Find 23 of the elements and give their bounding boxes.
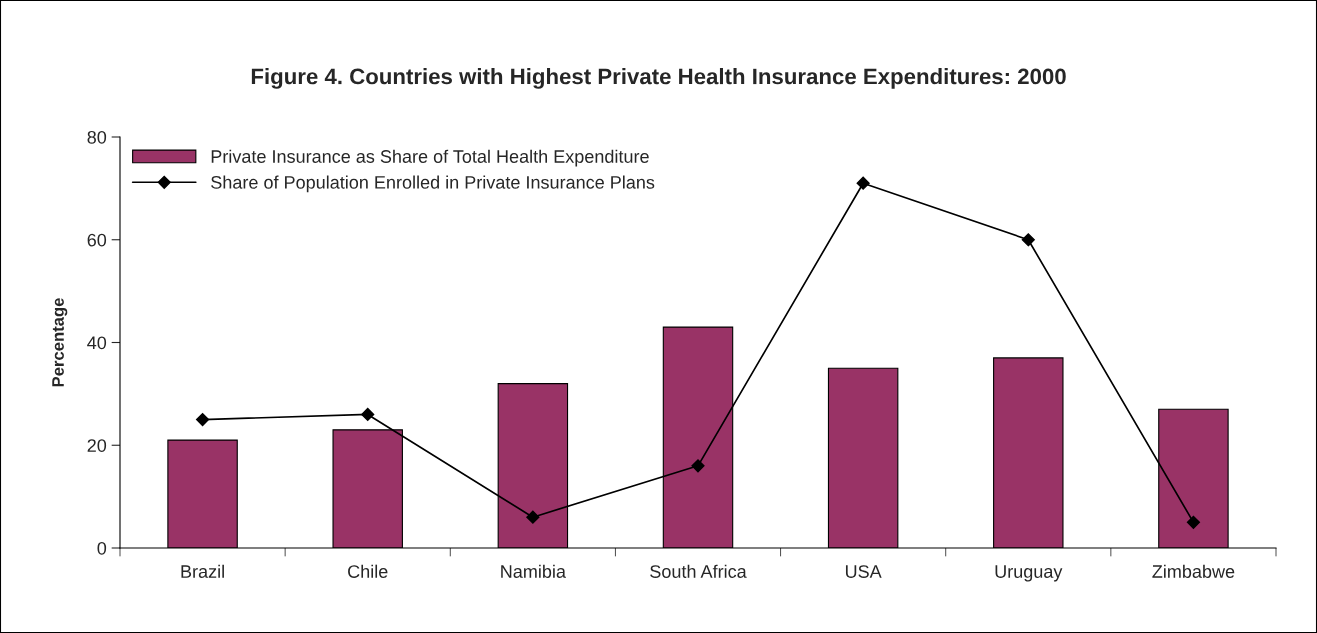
y-axis-title: Percentage (52, 298, 68, 387)
point (691, 459, 705, 473)
y-tick-label: 0 (97, 541, 107, 555)
point (856, 176, 870, 190)
y-tick-label: 40 (87, 336, 107, 350)
x-tick-label: Brazil (181, 564, 224, 578)
x-tick-label: Namibia (501, 564, 566, 578)
chart-title: Figure 4. Countries with Highest Private Health Insurance Expenditures: 2000 (251, 68, 1066, 89)
legend-label: Share of Population Enrolled in Private Insurance Plans (211, 175, 655, 193)
x-tick-label: Zimbabwe (1152, 564, 1235, 578)
y-tick-label: 60 (87, 233, 107, 247)
point (1021, 233, 1035, 247)
point (1186, 515, 1201, 529)
point (361, 407, 375, 422)
legend-label: Private Insurance as Share of Total Health Expenditure (211, 149, 649, 167)
point (526, 510, 540, 524)
x-tick-label: USA (845, 565, 882, 578)
point (195, 412, 210, 427)
x-tick-label: Chile (348, 564, 388, 578)
x-tick-label: South Africa (650, 564, 747, 578)
y-tick-label: 20 (87, 439, 107, 452)
x-tick-label: Uruguay (995, 565, 1063, 582)
y-tick-label: 80 (87, 130, 107, 144)
